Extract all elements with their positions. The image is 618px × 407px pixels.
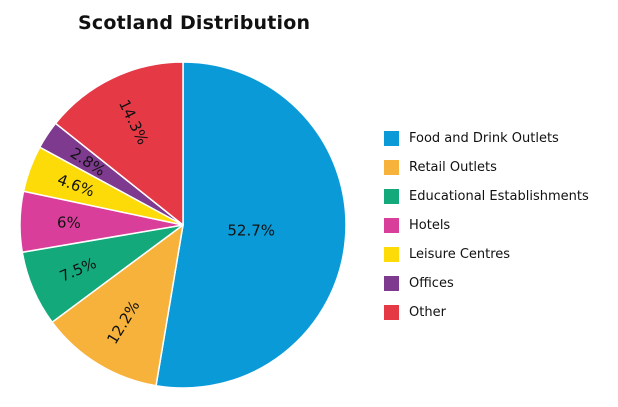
legend: Food and Drink Outlets Retail Outlets Educ… (384, 124, 589, 327)
legend-item-other: Other (384, 298, 589, 327)
slice-label-hotels: 6% (57, 213, 81, 231)
legend-swatch-educational-establishments (384, 189, 399, 204)
legend-label: Food and Drink Outlets (409, 131, 559, 146)
legend-item-hotels: Hotels (384, 211, 589, 240)
legend-item-educational-establishments: Educational Establishments (384, 182, 589, 211)
legend-label: Other (409, 305, 446, 320)
pie-slice-other (54, 61, 184, 227)
legend-label: Retail Outlets (409, 160, 497, 175)
legend-label: Leisure Centres (409, 247, 511, 262)
pie-slice-food-and-drink-outlets (155, 61, 347, 389)
legend-swatch-retail-outlets (384, 160, 399, 175)
legend-label: Offices (409, 276, 454, 291)
chart-title: Scotland Distribution (78, 12, 311, 34)
legend-label: Hotels (409, 218, 451, 233)
legend-item-retail-outlets: Retail Outlets (384, 153, 589, 182)
legend-swatch-offices (384, 276, 399, 291)
legend-swatch-hotels (384, 218, 399, 233)
legend-swatch-food-and-drink-outlets (384, 131, 399, 146)
legend-item-leisure-centres: Leisure Centres (384, 240, 589, 269)
legend-swatch-leisure-centres (384, 247, 399, 262)
legend-item-food-and-drink-outlets: Food and Drink Outlets (384, 124, 589, 153)
pie-slices (19, 61, 347, 389)
slice-label-food-and-drink-outlets: 52.7% (227, 222, 275, 240)
legend-swatch-other (384, 305, 399, 320)
legend-label: Educational Establishments (409, 189, 589, 204)
pie-slice-retail-outlets (51, 223, 185, 387)
legend-item-offices: Offices (384, 269, 589, 298)
